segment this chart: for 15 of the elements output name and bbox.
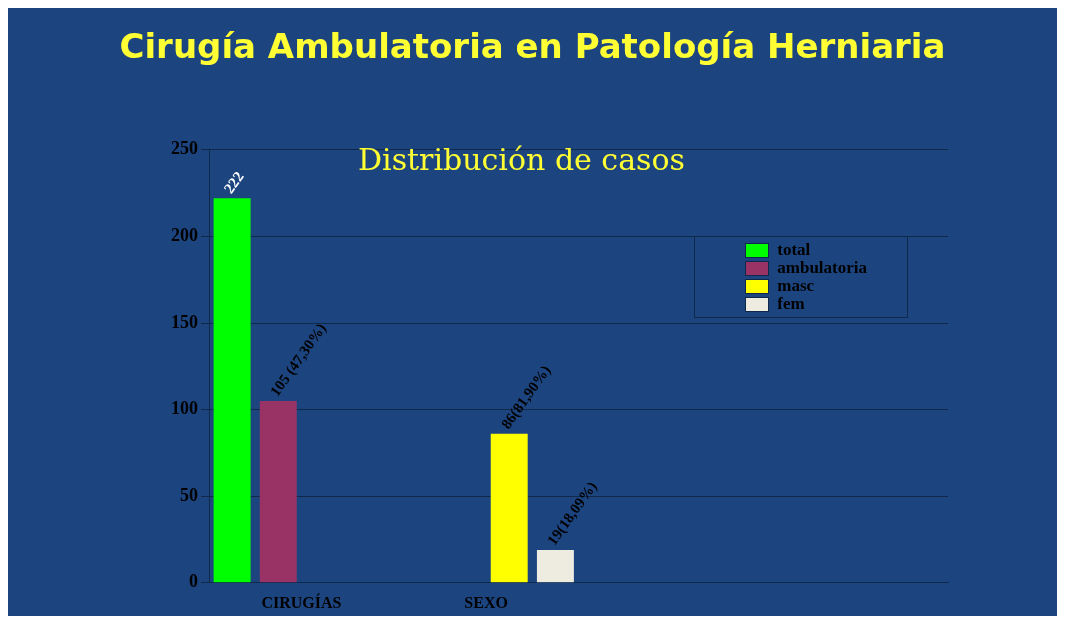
legend-label: total: [777, 240, 811, 260]
y-tick-label: 100: [171, 398, 198, 419]
x-tick-label: SEXO: [464, 593, 508, 611]
chart-subtitle: Distribución de casos: [358, 142, 685, 177]
y-tick-label: 200: [171, 225, 198, 246]
x-tick-label: CIRUGÍAS: [261, 592, 342, 611]
chart-title: Cirugía Ambulatoria en Patología Herniaria: [118, 25, 947, 66]
legend-label: masc: [777, 276, 815, 296]
y-tick-label: 0: [189, 571, 198, 592]
y-tick-label: 250: [171, 138, 198, 159]
legend-label: ambulatoria: [777, 258, 867, 278]
legend-label: fem: [777, 294, 805, 314]
data-label: 222: [220, 168, 247, 197]
y-tick-label: 50: [180, 484, 198, 505]
y-tick-label: 150: [171, 311, 198, 332]
